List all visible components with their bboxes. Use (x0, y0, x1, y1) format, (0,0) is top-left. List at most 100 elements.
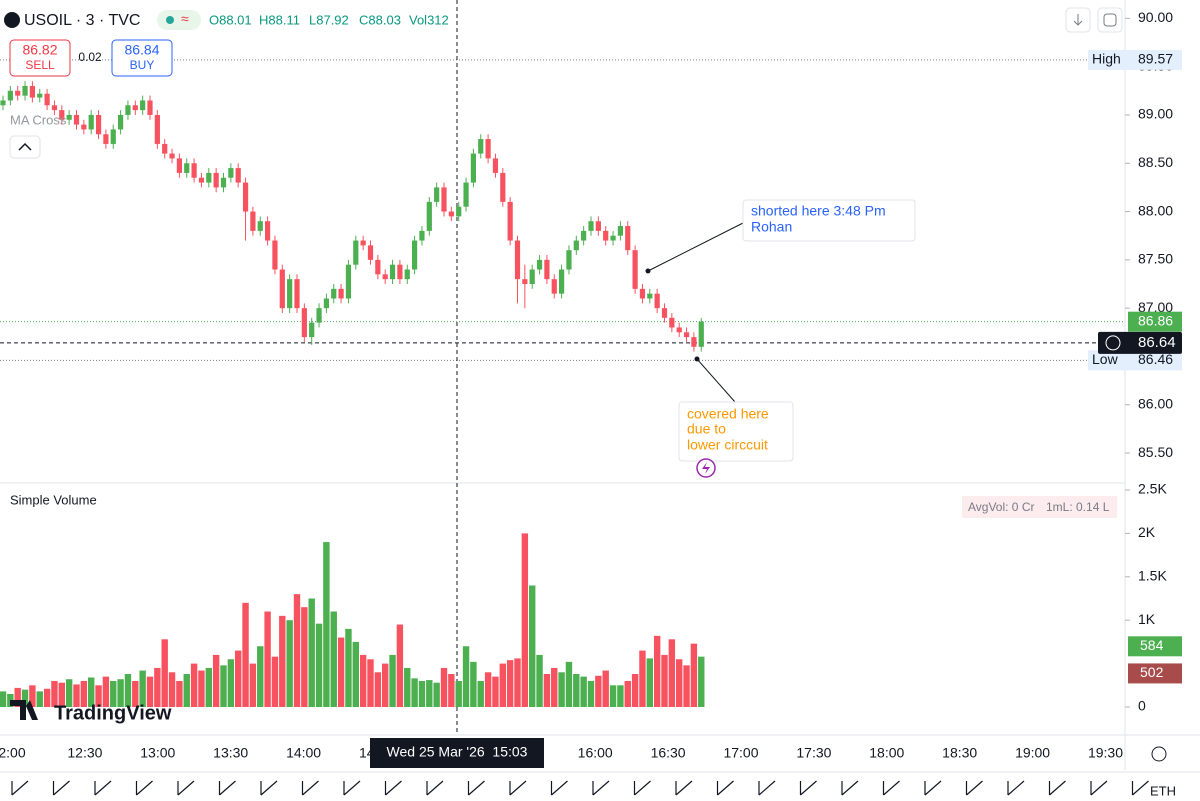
drawing-tool[interactable] (550, 780, 568, 796)
session[interactable]: ETH (1150, 783, 1176, 798)
candle-body (176, 158, 182, 173)
candle-body (492, 158, 499, 173)
drawing-tool[interactable] (467, 780, 485, 796)
candle-body (500, 172, 506, 202)
candle-body (118, 114, 124, 130)
volume-bar (617, 685, 624, 707)
marks (0, 0, 1130, 735)
volume-bar (43, 688, 51, 707)
drawing-tool[interactable] (841, 780, 859, 796)
candle-body (95, 114, 102, 135)
brand[interactable]: TradingView (54, 702, 172, 724)
drawing-tool[interactable] (1048, 780, 1066, 796)
drawing-tool[interactable] (343, 780, 361, 796)
candle-body (441, 187, 447, 212)
spread: 0.02 (78, 50, 102, 64)
volume-tick-label: 2.5K (1138, 481, 1167, 497)
candle-body (625, 226, 631, 251)
drawing-tool[interactable] (384, 780, 402, 796)
ohlc-high: H88.11 (259, 12, 300, 27)
candle-body (588, 221, 594, 231)
candle-body (647, 293, 653, 299)
candle-body (669, 317, 675, 328)
candle-body (301, 308, 307, 338)
volume-bar (352, 641, 359, 707)
x-tick-label: 16:30 (651, 745, 686, 761)
high-label-bg (1088, 49, 1182, 70)
annotation-box[interactable] (678, 401, 794, 462)
volume-last-bg (1128, 636, 1182, 657)
volume-bar (139, 670, 146, 707)
x-tick-label: 19:00 (1015, 745, 1050, 761)
drawing-tool[interactable] (1007, 780, 1025, 796)
drawing-tool[interactable] (11, 780, 29, 796)
drawing-tool[interactable] (716, 780, 734, 796)
drawing-tool[interactable] (882, 780, 900, 796)
candle-body (316, 308, 322, 323)
volume-bar (198, 670, 205, 707)
settings-icon[interactable] (1151, 746, 1167, 762)
volume-last-label: 502 (1140, 664, 1164, 680)
volume-bar (161, 639, 168, 707)
buy-button[interactable] (111, 39, 173, 77)
drawing-tool[interactable] (94, 780, 112, 796)
drawing-tool[interactable] (965, 780, 983, 796)
volume-bar (418, 680, 426, 707)
volume-bar (374, 672, 382, 707)
drawing-tool[interactable] (426, 780, 444, 796)
market-open-dot (166, 16, 174, 24)
annotation-box[interactable] (742, 199, 916, 242)
drawing-tool[interactable] (177, 780, 195, 796)
candle-body (456, 206, 462, 217)
candle-body (551, 279, 557, 294)
volume-bar (315, 623, 323, 707)
drawing-tool[interactable] (758, 780, 776, 796)
add-level-icon[interactable] (1105, 335, 1121, 351)
candle-body (206, 172, 212, 183)
x-tick-label: 12:30 (67, 745, 102, 761)
candle-body (367, 245, 374, 260)
volume-bar (668, 639, 676, 707)
drawing-tool[interactable] (1090, 780, 1108, 796)
indicator-ma-cross[interactable]: MA Cross (10, 112, 67, 127)
volume-bar (235, 650, 242, 707)
volume-bar (176, 680, 183, 707)
drawing-tool[interactable] (1131, 780, 1149, 796)
drawing-tool[interactable] (218, 780, 236, 796)
volume-bar (462, 646, 470, 707)
volume-bar (440, 667, 448, 707)
candle-body (235, 168, 241, 183)
drawing-tool[interactable] (592, 780, 610, 796)
annotation-connector (647, 221, 746, 272)
volume-bar (337, 637, 345, 707)
volume-bar (301, 607, 308, 707)
volume-bar (602, 670, 609, 707)
volume-bar (470, 661, 477, 707)
drawing-tool[interactable] (509, 780, 527, 796)
indicator-volume[interactable]: Simple Volume (10, 492, 97, 507)
volume-bar (110, 680, 117, 707)
y-tick-label: 90.00 (1138, 9, 1173, 25)
sell-button[interactable] (9, 39, 71, 77)
candle-body (404, 269, 410, 280)
candle-body (287, 279, 293, 309)
drawing-tool[interactable] (301, 780, 319, 796)
y-tick-label: 89.00 (1138, 106, 1173, 122)
drawing-tool[interactable] (52, 780, 70, 796)
volume-bar (514, 658, 521, 707)
volume-bar (565, 661, 573, 707)
drawing-tool[interactable] (799, 780, 817, 796)
drawing-tool[interactable] (633, 780, 651, 796)
drawing-tool[interactable] (135, 780, 153, 796)
volume-bar (308, 598, 315, 707)
candle-body (478, 139, 484, 154)
drawing-tool[interactable] (260, 780, 278, 796)
candle-body (184, 163, 190, 173)
drawing-tool[interactable] (924, 780, 942, 796)
collapse-button[interactable] (9, 135, 41, 159)
fullscreen-button[interactable] (1097, 7, 1123, 33)
status-pill[interactable] (157, 10, 201, 30)
volume-bar (168, 672, 176, 707)
symbol[interactable]: USOIL · 3 · TVC (24, 12, 140, 29)
drawing-tool[interactable] (675, 780, 693, 796)
